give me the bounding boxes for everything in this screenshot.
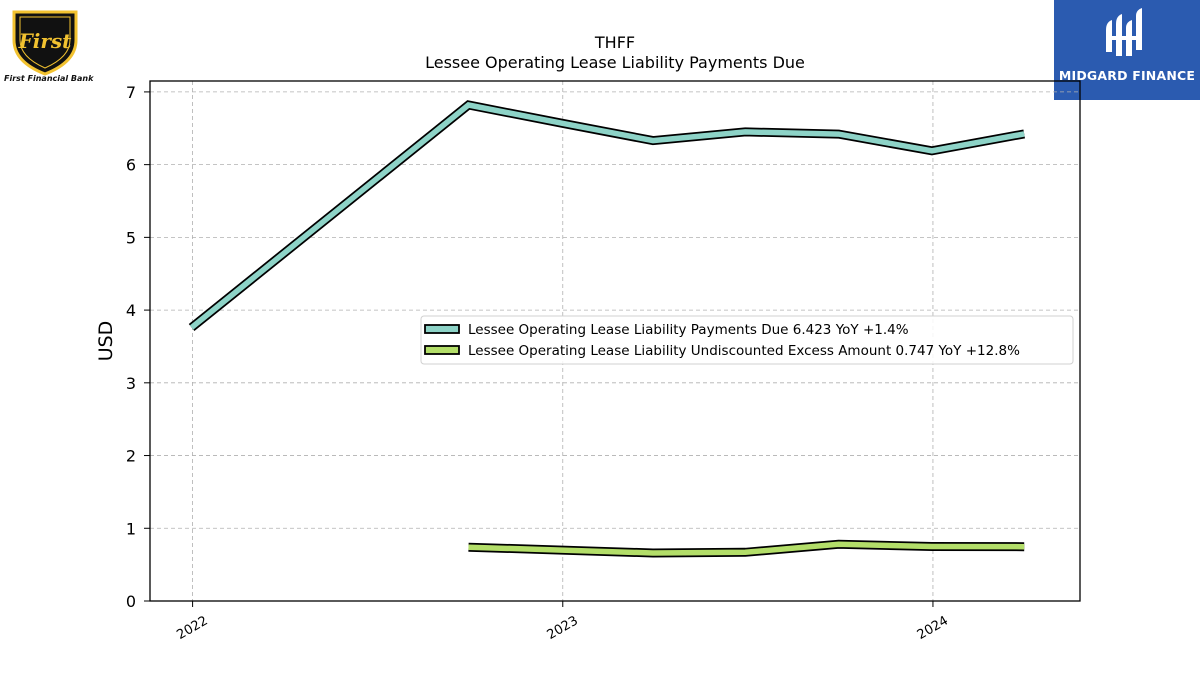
legend-swatch [424,324,460,334]
legend-swatch [424,345,460,355]
plot-frame [149,80,1081,602]
legend-entry: Lessee Operating Lease Liability Payment… [468,322,909,338]
legend-box [420,315,1074,365]
legend: Lessee Operating Lease Liability Payment… [420,315,1074,365]
y-tick-label: 3 [126,374,136,393]
x-tick-label: 2024 [915,613,951,643]
series-outline [188,100,1026,332]
midgard-mark-icon [1106,8,1142,56]
chart-subtitle: Lessee Operating Lease Liability Payment… [425,53,805,72]
y-tick-label: 1 [126,519,136,538]
series-line [468,541,1025,556]
logo-script: First [18,29,73,53]
x-tick-label: 2023 [545,613,581,643]
shield-icon: First [12,10,78,76]
y-tick-label: 0 [126,592,136,611]
logo-caption: First Financial Bank [4,74,94,83]
y-tick-label: 5 [126,228,136,247]
y-tick-label: 6 [126,156,136,175]
logo-name: MIDGARD FINANCE [1058,68,1196,83]
x-tick-label: 2022 [174,613,210,643]
y-tick-label: 2 [126,447,136,466]
y-tick-label: 7 [126,83,136,102]
chart-title: THFF [594,33,635,52]
y-axis-label: USD [95,321,117,362]
series-lines [188,100,1026,558]
grid [150,81,1080,602]
midgard-finance-logo: MIDGARD FINANCE [1054,0,1200,100]
legend-entry: Lessee Operating Lease Liability Undisco… [468,343,1020,359]
first-financial-bank-logo: First First Financial Bank [4,6,93,86]
series-line [189,102,1025,330]
y-tick-label: 4 [126,301,136,320]
